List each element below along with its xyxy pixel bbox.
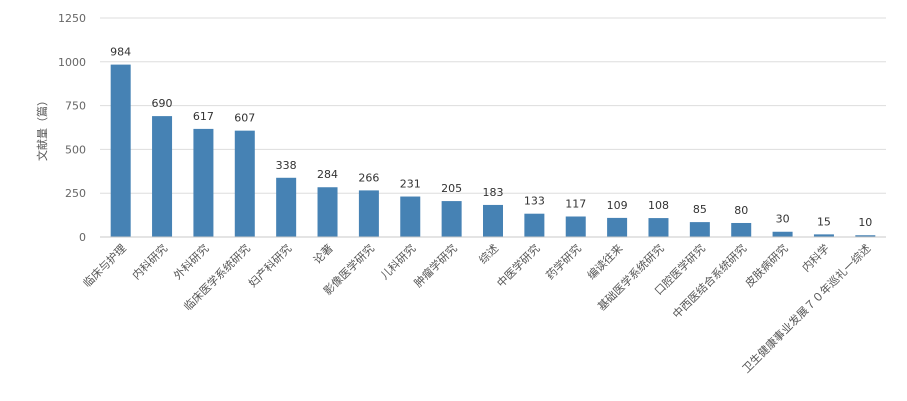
category-label-5: 论著 [310, 241, 335, 266]
bars [110, 64, 876, 237]
bar-11 [565, 216, 586, 237]
bar-6 [358, 190, 379, 237]
bar-2 [193, 128, 214, 237]
value-label-16: 30 [776, 213, 790, 226]
y-tick-label-4: 1000 [58, 56, 86, 69]
value-label-9: 183 [483, 186, 504, 199]
bar-5 [317, 187, 338, 237]
category-label-11: 药学研究 [543, 241, 584, 282]
category-label-2: 外科研究 [171, 241, 212, 282]
bar-10 [524, 213, 545, 237]
category-label-4: 妇产科研究 [245, 241, 294, 290]
value-label-2: 617 [193, 110, 214, 123]
y-tick-label-3: 750 [65, 100, 86, 113]
category-label-12: 编读往来 [584, 241, 625, 282]
value-label-12: 109 [607, 199, 628, 212]
value-label-8: 205 [441, 182, 462, 195]
value-label-15: 80 [734, 204, 748, 217]
value-label-3: 607 [234, 112, 255, 125]
category-label-15: 中西医结合系统研究 [669, 241, 749, 321]
value-label-6: 266 [358, 171, 379, 184]
bar-17 [813, 234, 834, 237]
value-labels: 984 690 617 607 338 284 266 231 205 183 133 117 109 1… [110, 46, 872, 230]
bar-8 [441, 201, 462, 237]
value-label-14: 85 [693, 203, 707, 216]
y-tick-label-0: 0 [79, 231, 86, 244]
bar-9 [483, 204, 503, 237]
category-label-10: 中医学研究 [494, 241, 543, 290]
value-label-4: 338 [276, 159, 297, 172]
y-tick-label-5: 1250 [58, 12, 86, 25]
category-label-9: 综述 [476, 241, 501, 266]
y-axis-ticks: 0 250 500 750 1000 1250 [58, 12, 86, 244]
value-label-7: 231 [400, 178, 421, 191]
value-label-0: 984 [110, 46, 131, 59]
value-label-18: 10 [858, 216, 872, 229]
category-label-7: 儿科研究 [377, 241, 418, 282]
category-label-16: 皮肤病研究 [742, 241, 791, 290]
bar-14 [689, 222, 710, 237]
bar-15 [731, 222, 752, 237]
value-label-17: 15 [817, 215, 831, 228]
value-label-5: 284 [317, 168, 338, 181]
bar-12 [607, 217, 628, 237]
bar-7 [400, 196, 421, 237]
value-label-1: 690 [152, 97, 173, 110]
gridlines [100, 17, 886, 238]
category-label-1: 内科研究 [129, 241, 170, 282]
bar-1 [152, 116, 173, 237]
bar-18 [855, 235, 876, 237]
category-label-0: 临床与护理 [80, 241, 129, 290]
bar-0 [110, 64, 131, 237]
y-tick-label-1: 250 [65, 187, 86, 200]
y-axis-title: 文献量（篇） [35, 95, 49, 161]
y-tick-label-2: 500 [65, 143, 86, 156]
value-label-11: 117 [565, 198, 586, 211]
category-label-8: 肿瘤学研究 [411, 241, 460, 290]
value-label-13: 108 [648, 199, 669, 212]
value-label-10: 133 [524, 195, 545, 208]
bar-4 [276, 177, 297, 237]
category-label-17: 内科学 [799, 241, 832, 274]
bar-3 [234, 130, 255, 237]
bar-13 [648, 218, 669, 237]
bar-16 [772, 231, 793, 237]
